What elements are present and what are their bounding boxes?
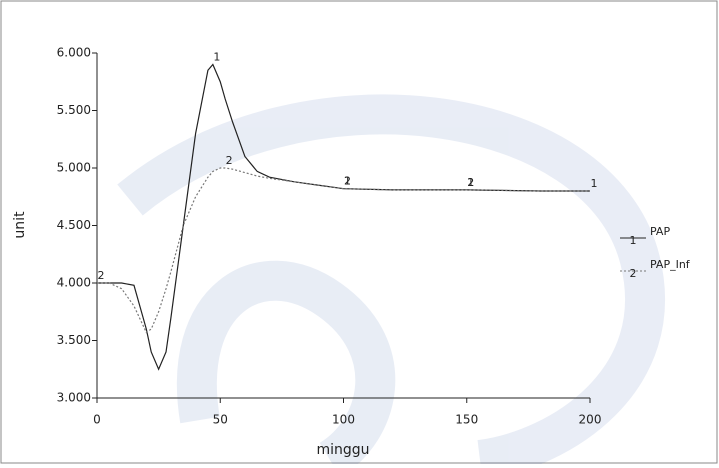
line-marker: 1 — [467, 176, 474, 189]
line-marker: 1 — [591, 177, 598, 190]
legend-marker: 2 — [630, 267, 637, 280]
line-marker: 1 — [344, 175, 351, 188]
series-line — [97, 167, 590, 334]
line-marker: 2 — [98, 269, 105, 282]
x-tick-label: 0 — [93, 413, 101, 427]
line-marker: 2 — [344, 175, 351, 188]
x-tick-label: 50 — [213, 413, 228, 427]
y-tick-label: 3.500 — [57, 333, 91, 347]
line-marker: 1 — [213, 51, 220, 64]
y-tick-label: 6.000 — [57, 46, 91, 60]
y-tick-label: 3.000 — [57, 391, 91, 405]
series-line — [97, 63, 590, 371]
legend-label: PAP_Inf — [650, 258, 691, 271]
y-tick-label: 5.500 — [57, 103, 91, 117]
y-tick-label: 4.000 — [57, 276, 91, 290]
watermark — [117, 94, 666, 468]
x-tick-label: 100 — [332, 413, 355, 427]
y-tick-label: 5.000 — [57, 161, 91, 175]
x-axis-label: minggu — [316, 442, 369, 458]
line-marker: 2 — [467, 176, 474, 189]
line-marker: 2 — [226, 154, 233, 167]
legend-marker: 1 — [630, 234, 637, 247]
x-tick-label: 150 — [455, 413, 478, 427]
x-tick-label: 200 — [579, 413, 602, 427]
legend-label: PAP — [650, 225, 670, 238]
y-axis-label: unit — [12, 211, 28, 239]
y-tick-label: 4.500 — [57, 218, 91, 232]
